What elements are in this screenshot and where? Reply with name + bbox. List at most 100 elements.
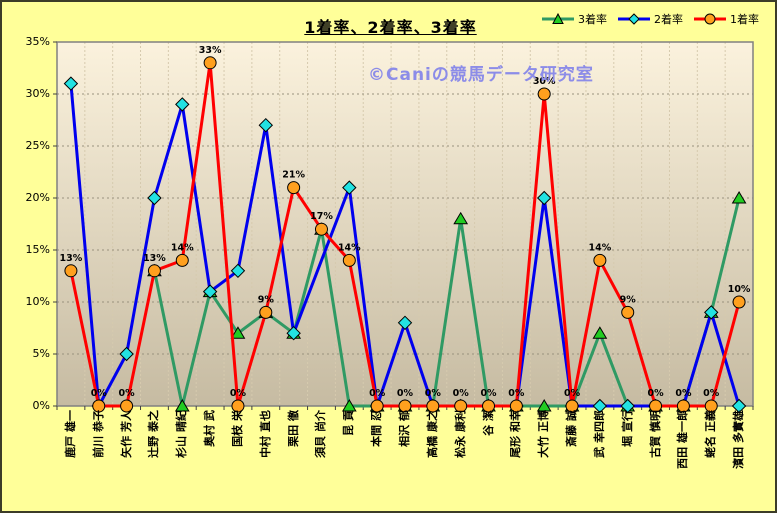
x-axis-label: 本間 忍 bbox=[370, 410, 384, 447]
data-label: 0% bbox=[119, 388, 136, 399]
marker-diamond bbox=[704, 305, 719, 320]
marker-circle bbox=[593, 253, 607, 267]
y-axis-label: 15% bbox=[25, 243, 50, 256]
x-axis-label: 武 幸四郎 bbox=[592, 410, 606, 458]
legend: 3着率 2着率 1着率 bbox=[541, 11, 759, 27]
x-axis-label: 前川 恭子 bbox=[91, 410, 105, 458]
legend-item: 1着率 bbox=[693, 11, 759, 27]
marker-diamond bbox=[147, 190, 162, 206]
marker-circle bbox=[231, 399, 245, 413]
data-label: 0% bbox=[647, 388, 664, 399]
data-label: 30% bbox=[533, 76, 556, 87]
x-axis-label: 国枝 栄 bbox=[230, 410, 244, 447]
marker-triangle bbox=[174, 399, 190, 412]
data-label: 0% bbox=[453, 388, 470, 399]
y-axis-label: 30% bbox=[25, 87, 50, 100]
marker-diamond bbox=[258, 117, 274, 133]
data-label: 9% bbox=[258, 294, 275, 305]
data-label: 0% bbox=[703, 388, 720, 399]
chart-title: 1着率、2着率、3着率 bbox=[304, 18, 477, 37]
data-label: 14% bbox=[338, 242, 361, 253]
legend-label: 2着率 bbox=[654, 13, 683, 26]
marker-circle bbox=[704, 399, 718, 413]
data-label: 0% bbox=[369, 388, 386, 399]
marker-circle bbox=[92, 399, 106, 413]
marker-diamond bbox=[592, 398, 608, 414]
data-label: 0% bbox=[564, 388, 581, 399]
marker-circle bbox=[565, 399, 579, 413]
marker-diamond bbox=[63, 76, 79, 91]
data-label: 0% bbox=[397, 388, 414, 399]
marker-circle bbox=[203, 56, 217, 70]
marker-triangle bbox=[341, 399, 357, 412]
legend-item: 3着率 bbox=[541, 11, 607, 27]
x-axis-label: 斎藤 誠 bbox=[565, 410, 579, 447]
marker-circle bbox=[175, 253, 189, 267]
x-axis-label: 谷 潔 bbox=[481, 410, 495, 436]
marker-circle bbox=[454, 399, 468, 413]
marker-circle bbox=[398, 399, 412, 413]
data-label: 0% bbox=[91, 388, 108, 399]
marker-circle bbox=[120, 399, 134, 413]
marker-triangle bbox=[230, 326, 246, 339]
x-axis-label: 相沢 郁 bbox=[398, 410, 411, 447]
legend-item: 2着率 bbox=[617, 11, 683, 27]
data-label: 0% bbox=[480, 388, 497, 399]
y-axis-label: 35% bbox=[25, 35, 50, 48]
data-label: 33% bbox=[199, 45, 222, 56]
marker-diamond bbox=[119, 346, 134, 362]
data-label: 14% bbox=[171, 242, 194, 253]
marker-diamond bbox=[286, 325, 301, 341]
marker-circle bbox=[676, 399, 690, 413]
data-label: 10% bbox=[728, 284, 751, 295]
marker-triangle bbox=[453, 211, 469, 225]
y-axis-label: 10% bbox=[25, 295, 50, 308]
marker-circle bbox=[649, 399, 663, 413]
x-axis-label: 矢作 芳人 bbox=[119, 410, 133, 458]
marker-diamond bbox=[731, 398, 747, 414]
y-axis-label: 0% bbox=[32, 399, 50, 412]
marker-circle bbox=[482, 399, 496, 413]
marker-diamond bbox=[536, 190, 552, 206]
x-axis-label: 蛯名 正義 bbox=[704, 410, 718, 458]
data-label: 0% bbox=[230, 388, 247, 399]
x-axis-label: 大竹 正博 bbox=[537, 410, 551, 458]
marker-diamond bbox=[620, 398, 635, 414]
marker-diamond bbox=[202, 284, 218, 299]
data-label: 17% bbox=[310, 211, 333, 222]
legend-label: 1着率 bbox=[730, 13, 759, 26]
marker-circle bbox=[314, 222, 328, 236]
x-axis-label: 杉山 晴紀 bbox=[175, 410, 189, 458]
marker-circle bbox=[621, 305, 635, 319]
marker-circle bbox=[259, 305, 273, 319]
marker-circle bbox=[426, 399, 440, 413]
x-axis-label: 高橋 康之 bbox=[425, 410, 439, 458]
x-axis-label: 須貝 尚介 bbox=[314, 410, 328, 458]
x-axis-label: 中村 直也 bbox=[258, 410, 272, 458]
y-axis-label: 5% bbox=[32, 347, 50, 360]
marker-diamond bbox=[230, 263, 246, 279]
x-axis-label: 堀 宣行 bbox=[620, 410, 634, 447]
marker-circle bbox=[537, 87, 551, 101]
data-label: 0% bbox=[675, 388, 692, 399]
marker-diamond bbox=[342, 180, 357, 195]
marker-triangle bbox=[731, 191, 747, 204]
x-axis-label: 栗田 徹 bbox=[286, 410, 300, 447]
x-axis-label: 濱田 多實雄 bbox=[732, 410, 746, 469]
data-label: 0% bbox=[425, 388, 442, 399]
data-label: 14% bbox=[589, 242, 612, 253]
third-legend-marker-icon bbox=[542, 12, 574, 24]
marker-circle bbox=[287, 181, 301, 195]
marker-circle bbox=[147, 264, 161, 278]
marker-circle bbox=[732, 295, 746, 309]
x-axis-label: 昆 貢 bbox=[342, 410, 356, 436]
data-label: 21% bbox=[282, 170, 305, 181]
x-axis-label: 奥村 武 bbox=[203, 410, 217, 447]
marker-diamond bbox=[397, 315, 413, 331]
x-axis-label: 西田 雄一郎 bbox=[676, 410, 690, 469]
first-legend-marker-icon bbox=[694, 13, 726, 25]
y-axis-label: 25% bbox=[25, 139, 50, 152]
marker-circle bbox=[64, 264, 78, 278]
